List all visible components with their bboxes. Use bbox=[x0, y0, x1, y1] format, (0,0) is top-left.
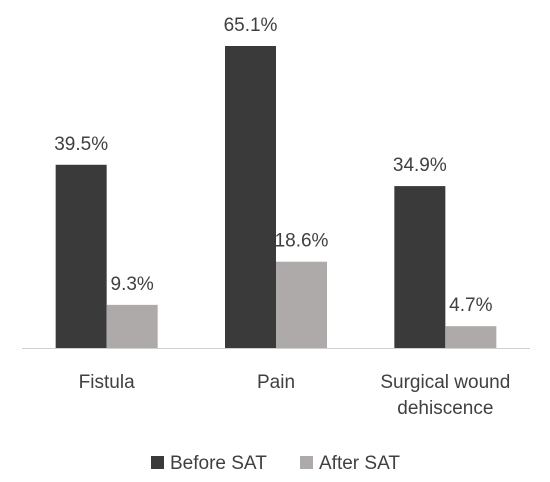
category-labels-layer: Fistula Pain Surgical wound dehiscence bbox=[79, 372, 511, 419]
x-tick-label: Surgical wound bbox=[380, 372, 510, 393]
legend-swatch-before-sat bbox=[151, 456, 164, 469]
legend-label-after-sat: After SAT bbox=[319, 453, 400, 474]
x-tick-label: Fistula bbox=[79, 372, 135, 393]
bar-before-sat-surgical-wound-dehiscence bbox=[394, 186, 446, 348]
legend: Before SAT After SAT bbox=[151, 453, 400, 474]
bar-after-sat-pain bbox=[276, 261, 327, 348]
data-label-after-sat-fistula: 9.3% bbox=[111, 274, 154, 295]
bar-before-sat-fistula bbox=[55, 164, 107, 348]
data-label-after-sat-surgical-wound-dehiscence: 4.7% bbox=[449, 295, 492, 316]
x-tick-label: Pain bbox=[257, 372, 295, 393]
bar-after-sat-fistula bbox=[106, 304, 158, 348]
data-label-before-sat-pain: 65.1% bbox=[224, 15, 278, 36]
legend-swatch-after-sat bbox=[300, 456, 313, 469]
bar-before-sat-pain bbox=[225, 46, 276, 348]
legend-label-before-sat: Before SAT bbox=[170, 453, 267, 474]
bar-after-sat-surgical-wound-dehiscence bbox=[445, 326, 497, 348]
data-label-before-sat-fistula: 39.5% bbox=[54, 134, 108, 155]
x-tick-label: dehiscence bbox=[397, 398, 493, 419]
bars-layer bbox=[55, 46, 497, 348]
data-labels-layer: 39.5% 9.3% 65.1% 18.6% 34.9% 4.7% bbox=[54, 15, 492, 316]
data-label-after-sat-pain: 18.6% bbox=[275, 231, 329, 252]
data-label-before-sat-surgical-wound-dehiscence: 34.9% bbox=[393, 155, 447, 176]
